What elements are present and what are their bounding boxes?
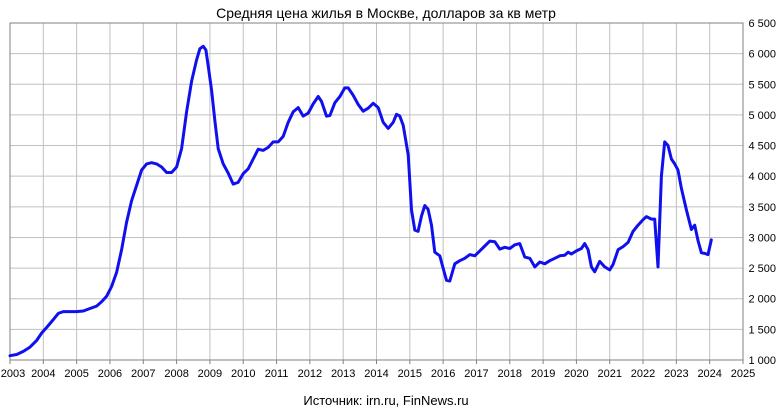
x-tick-label: 2006 [98, 368, 122, 380]
x-tick-label: 2017 [464, 368, 488, 380]
x-axis-ticks: 2003 2004 2005 2006 2007 2008 2009 2010 2011 2012… [1, 360, 755, 380]
x-tick-label: 2025 [731, 368, 755, 380]
x-tick-label: 2018 [498, 368, 522, 380]
x-tick-label: 2005 [64, 368, 88, 380]
x-tick-label: 2014 [364, 368, 388, 380]
y-tick-label: 5 000 [748, 110, 776, 122]
chart-title: Средняя цена жилья в Москве, долларов за… [216, 5, 556, 21]
x-tick-label: 2007 [131, 368, 155, 380]
x-tick-label: 2004 [31, 368, 55, 380]
y-tick-label: 2 000 [748, 294, 776, 306]
y-tick-label: 5 500 [748, 79, 776, 91]
x-tick-label: 2008 [164, 368, 188, 380]
y-axis-ticks: 1 000 1 500 2 000 2 500 3 000 3 500 4 000 4 500… [748, 18, 776, 367]
y-tick-label: 1 500 [748, 324, 776, 336]
x-tick-label: 2011 [265, 368, 289, 380]
x-tick-label: 2010 [231, 368, 255, 380]
x-tick-label: 2019 [531, 368, 555, 380]
x-tick-label: 2022 [631, 368, 655, 380]
x-tick-label: 2020 [564, 368, 588, 380]
y-tick-label: 6 000 [748, 49, 776, 61]
y-tick-label: 4 500 [748, 141, 776, 153]
y-tick-label: 2 500 [748, 263, 776, 275]
y-tick-label: 3 500 [748, 202, 776, 214]
x-tick-label: 2016 [431, 368, 455, 380]
y-tick-label: 6 500 [748, 18, 776, 30]
x-tick-label: 2015 [398, 368, 422, 380]
y-tick-label: 1 000 [748, 355, 776, 367]
x-tick-label: 2009 [198, 368, 222, 380]
x-tick-label: 2024 [697, 368, 721, 380]
series-line [8, 44, 713, 358]
source-note: Источник: irn.ru, FinNews.ru [303, 393, 468, 408]
x-tick-label: 2013 [331, 368, 355, 380]
x-tick-label: 2021 [597, 368, 621, 380]
y-tick-label: 3 000 [748, 232, 776, 244]
x-tick-label: 2023 [664, 368, 688, 380]
x-tick-label: 2012 [298, 368, 322, 380]
x-tick-label: 2003 [1, 368, 25, 380]
y-tick-label: 4 000 [748, 171, 776, 183]
